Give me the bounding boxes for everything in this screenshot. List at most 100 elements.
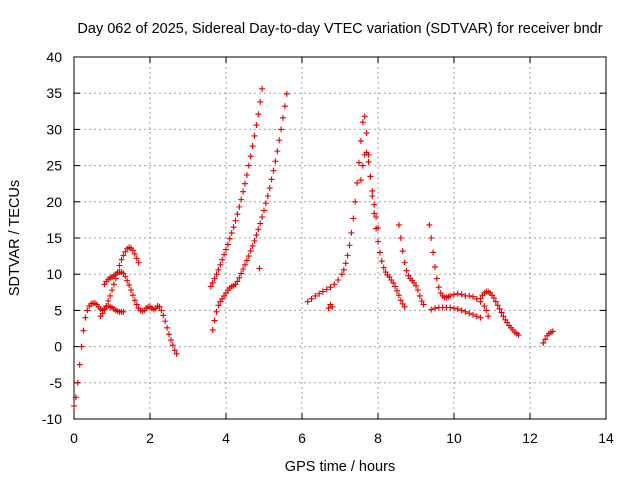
data-point [367, 173, 374, 180]
y-tick-labels: -10 -5 0 5 10 15 20 25 30 35 40 [42, 49, 62, 427]
data-point [338, 271, 345, 278]
data-point [540, 339, 547, 346]
data-point [378, 258, 385, 265]
x-axis-label: GPS time / hours [285, 459, 395, 475]
data-point [418, 297, 425, 304]
series-arc-13 [540, 328, 556, 346]
data-point [458, 307, 465, 314]
data-point [270, 167, 277, 174]
data-point [266, 185, 273, 192]
data-point [470, 311, 476, 318]
data-point [397, 235, 404, 241]
data-point [549, 328, 556, 335]
data-point [74, 379, 81, 386]
data-point [395, 221, 402, 228]
data-point [394, 287, 400, 294]
data-point [238, 270, 245, 277]
data-point [173, 350, 180, 357]
data-point [276, 137, 283, 144]
x-tick-label: 14 [598, 430, 614, 446]
y-axis-label: SDTVAR / TECUs [7, 180, 23, 296]
series-arc-3 [101, 269, 180, 357]
data-point [110, 281, 117, 288]
data-point [462, 308, 469, 315]
series-arc-8 [325, 301, 336, 312]
data-point [217, 261, 224, 268]
data-point [498, 309, 505, 316]
y-tick-label: 20 [46, 194, 62, 210]
chart-title: Day 062 of 2025, Sidereal Day-to-day VTE… [77, 21, 602, 37]
y-tick-label: 35 [46, 85, 62, 101]
data-point [515, 332, 522, 339]
data-point [416, 292, 423, 299]
data-point [458, 291, 465, 298]
data-point [109, 287, 115, 294]
data-point [255, 111, 262, 118]
data-point [242, 180, 248, 187]
data-point [255, 226, 262, 233]
data-point [213, 271, 220, 278]
data-point [477, 295, 484, 302]
data-point [80, 327, 87, 334]
data-point [249, 242, 256, 249]
data-point [542, 336, 549, 343]
data-point [319, 288, 326, 295]
data-point [376, 249, 383, 256]
data-point [369, 187, 376, 194]
data-point [331, 281, 338, 288]
data-point [304, 298, 311, 305]
data-point [329, 303, 336, 310]
data-point [365, 158, 372, 165]
data-point [323, 286, 330, 293]
data-point [280, 114, 286, 121]
data-point [230, 224, 237, 231]
data-point [401, 303, 408, 310]
data-point [432, 263, 438, 270]
data-point [257, 220, 264, 227]
data-point [223, 246, 229, 253]
data-point [209, 326, 216, 333]
data-point [342, 260, 349, 267]
data-point [129, 247, 136, 254]
y-tick-label: 15 [46, 230, 62, 246]
data-point [477, 314, 484, 321]
data-point [494, 302, 501, 309]
data-point [71, 402, 77, 409]
data-point [221, 251, 228, 258]
data-point [359, 119, 366, 126]
data-point [428, 235, 435, 241]
data-point [118, 256, 125, 263]
data-point [156, 303, 163, 310]
data-point [375, 224, 381, 231]
data-point [274, 148, 281, 155]
data-point [264, 193, 271, 200]
data-point [240, 188, 247, 195]
data-point [390, 279, 397, 286]
data-point [122, 273, 129, 280]
data-point [346, 242, 353, 249]
data-point [240, 266, 247, 273]
data-point [335, 276, 342, 283]
data-point [496, 305, 503, 312]
data-point [413, 282, 419, 289]
data-point [466, 310, 473, 317]
data-point [492, 298, 499, 305]
y-tick-label: 40 [46, 49, 62, 65]
data-point [447, 292, 454, 299]
data-point [124, 277, 131, 284]
data-point [236, 274, 243, 281]
x-tick-label: 0 [70, 430, 78, 446]
y-tick-label: 30 [46, 121, 62, 137]
data-point [253, 122, 260, 129]
data-point [128, 287, 134, 294]
x-tick-label: 10 [446, 430, 462, 446]
data-point [238, 196, 245, 203]
y-tick-label: -5 [50, 375, 63, 391]
series-arc-6 [304, 113, 408, 310]
data-point [211, 317, 218, 324]
data-point [259, 214, 266, 221]
x-tick-label: 2 [146, 430, 154, 446]
data-point [126, 282, 133, 289]
data-point [403, 267, 410, 274]
data-point [247, 248, 254, 255]
